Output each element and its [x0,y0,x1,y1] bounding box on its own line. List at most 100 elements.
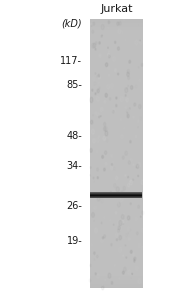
Bar [90,169,143,170]
Bar [90,131,143,132]
Bar [90,251,143,252]
Bar [90,101,143,102]
Bar [90,195,143,196]
Bar [90,234,143,235]
Bar [90,109,143,110]
Bar [90,243,143,244]
Bar [90,107,143,108]
Bar [90,189,143,190]
Bar [90,246,143,247]
Bar [90,123,143,124]
Bar [90,156,143,157]
Bar [90,284,143,285]
Bar [90,248,143,249]
Bar [90,35,143,36]
Bar [90,108,143,109]
Bar [90,121,143,122]
Bar [90,147,143,148]
Bar [90,236,143,237]
Bar [90,65,143,66]
Bar [90,178,143,179]
Bar [90,57,143,58]
Bar [90,63,143,64]
Bar [90,76,143,77]
Bar [90,193,143,194]
Bar [90,118,143,119]
Bar [90,244,143,245]
Bar [90,42,143,43]
Bar [90,51,143,52]
Bar [90,188,143,189]
Bar [90,242,143,243]
Bar [90,155,143,156]
Bar [90,212,143,213]
Bar [90,267,143,268]
Bar [90,139,143,140]
Bar [90,253,143,254]
Bar [90,141,143,142]
Bar [90,285,143,286]
Bar [90,38,143,39]
Bar [90,168,143,169]
Bar [90,52,143,53]
Bar [90,95,143,96]
Bar [90,87,143,88]
Bar [90,36,143,37]
Bar [90,69,143,70]
Bar [90,96,143,97]
Bar [90,24,143,25]
Bar [90,166,143,167]
Bar [90,286,143,287]
Bar [90,207,143,208]
Text: 19-: 19- [67,236,82,246]
Bar [90,249,143,250]
Bar [90,261,143,262]
Bar [90,148,143,149]
Bar [90,252,143,253]
Bar [90,194,143,195]
Bar [90,91,143,92]
Bar [90,269,143,270]
Bar [90,114,143,115]
Bar [90,278,143,279]
Text: 48-: 48- [67,131,82,141]
Bar [90,213,143,214]
Bar [90,44,143,45]
Bar [90,198,143,199]
Bar [90,26,143,27]
Bar [90,238,143,239]
Bar [90,25,143,26]
Bar [90,37,143,38]
Bar [90,150,143,151]
Bar [90,113,143,114]
Bar [90,116,143,117]
Bar [90,202,143,203]
Bar [90,184,143,185]
Bar [90,154,143,155]
Bar [90,74,143,75]
Text: Jurkat: Jurkat [100,4,133,14]
Bar [90,92,143,93]
Bar [90,94,143,95]
Bar [90,241,143,242]
Bar [90,160,143,161]
Bar [90,83,143,84]
Bar [90,151,143,152]
Bar [90,21,143,22]
Bar [90,85,143,86]
Bar [90,183,143,184]
Bar [90,225,143,226]
Bar [90,271,143,272]
Bar [90,219,143,220]
Bar [90,31,143,32]
Bar [90,191,143,192]
Bar [90,46,143,47]
Bar [90,41,143,42]
Bar [90,82,143,83]
Bar [90,39,143,40]
Bar [90,137,143,138]
Bar [90,73,143,74]
Bar [90,50,143,51]
Bar [90,175,143,176]
Bar [90,126,143,127]
